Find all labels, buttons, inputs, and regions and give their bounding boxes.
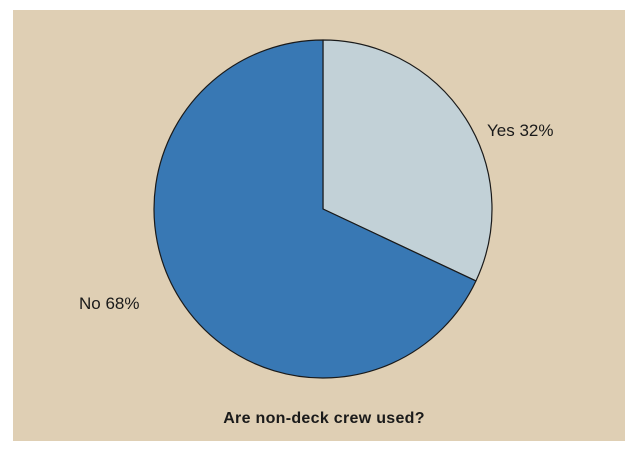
pie-slice-no <box>153 39 477 379</box>
slice-label-yes: Yes 32% <box>487 121 553 140</box>
pie-chart: Yes 32% No 68% Are non-deck crew used? <box>13 10 625 441</box>
pie-slice-yes <box>322 39 493 282</box>
chart-title: Are non-deck crew used? <box>223 410 425 427</box>
chart-figure: Yes 32% No 68% Are non-deck crew used? <box>13 10 625 441</box>
pie-slices <box>153 39 493 379</box>
slice-label-no: No 68% <box>79 294 139 313</box>
